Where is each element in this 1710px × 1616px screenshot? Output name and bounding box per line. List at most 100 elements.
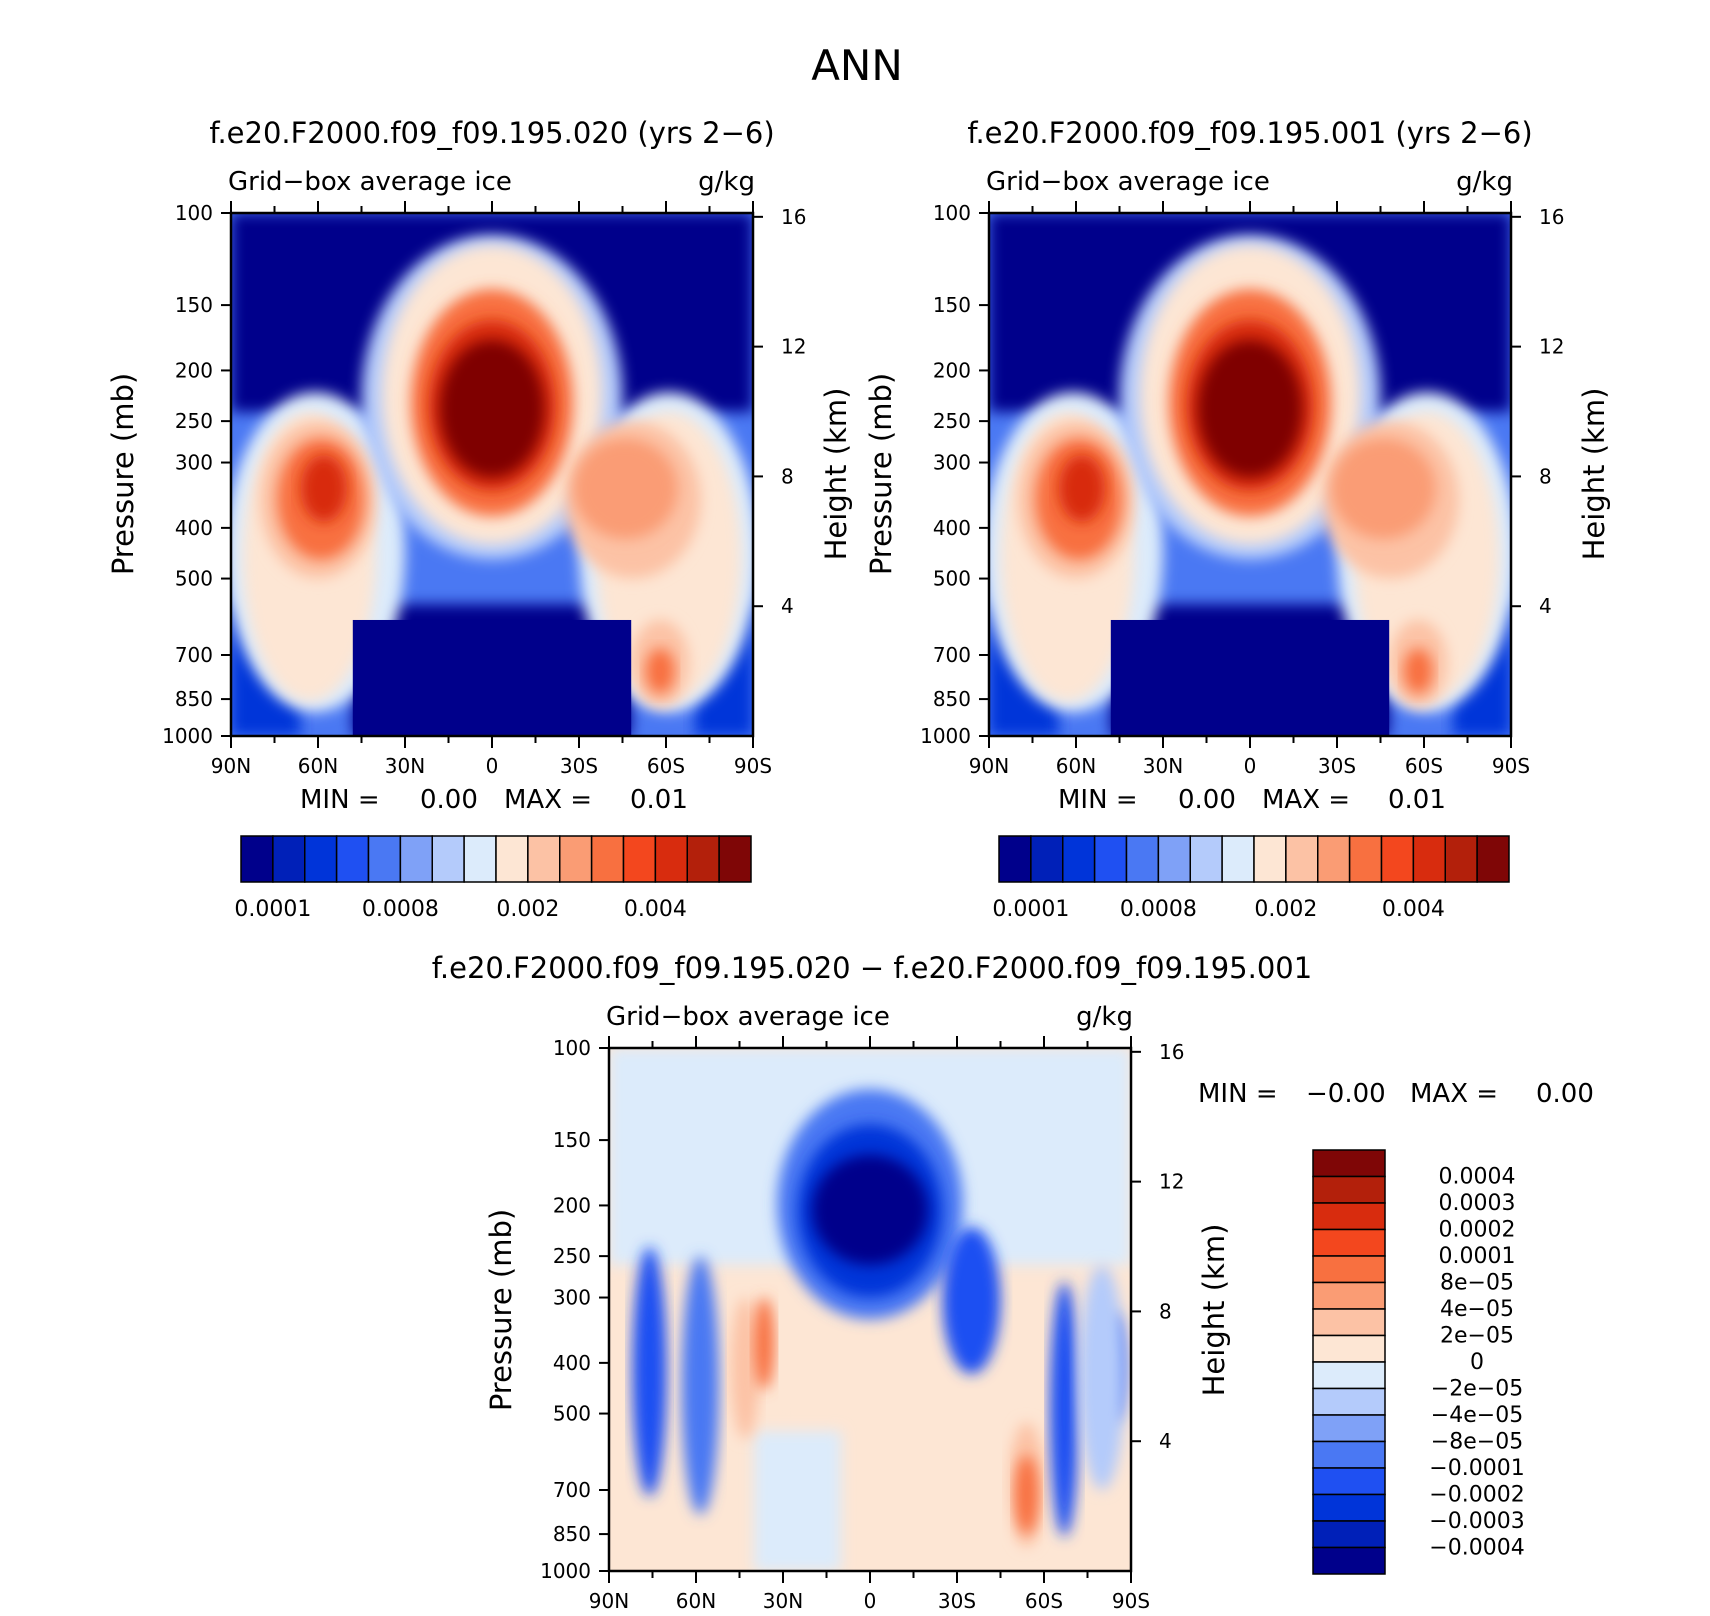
colorbar-swatch (1253, 835, 1287, 883)
pressure-tick-label: 250 (175, 409, 213, 433)
height-tick-label: 12 (1539, 335, 1564, 359)
colorbar-swatch (495, 835, 529, 883)
colorbar-label: −0.0003 (1429, 1509, 1524, 1534)
colorbar-label: 0.002 (1254, 897, 1317, 922)
panel-2-subtitle-right: g/kg (1456, 167, 1513, 197)
panel-1-subtitle-left: Grid−box average ice (228, 167, 512, 197)
panel-1-axes: 100 150 200 250 300 400 500 700 850 1000 90N 60N 30N… (162, 201, 806, 778)
colorbar-label: 0.0008 (1120, 897, 1197, 922)
pressure-tick-label: 850 (933, 687, 971, 711)
colorbar-swatch (1312, 1175, 1386, 1204)
height-tick-label: 4 (781, 594, 794, 618)
pressure-tick-label: 1000 (920, 724, 971, 748)
panel-3-max-value: 0.00 (1536, 1079, 1594, 1109)
height-tick-label: 4 (1159, 1429, 1172, 1453)
colorbar-swatch (1312, 1255, 1386, 1284)
panel-3-min-label: MIN = (1198, 1079, 1278, 1109)
panel-2-colorbar: 0.0001 0.0008 0.002 0.004 (992, 835, 1510, 922)
latitude-tick-label: 30N (1143, 754, 1183, 778)
pressure-tick-label: 400 (175, 516, 213, 540)
colorbar-swatch (399, 835, 433, 883)
colorbar-swatch (1157, 835, 1191, 883)
panel-1-colorbar: 0.0001 0.0008 0.002 0.004 (234, 835, 752, 922)
colorbar-swatch (1312, 1520, 1386, 1549)
contour-band (1078, 1265, 1126, 1490)
panel-2-min-value: 0.00 (1178, 785, 1236, 815)
colorbar-swatch (654, 835, 688, 883)
colorbar-swatch (304, 835, 338, 883)
latitude-tick-label: 60S (647, 754, 685, 778)
pressure-tick-label: 400 (933, 516, 971, 540)
panel-2-title: f.e20.F2000.f09_f09.195.001 (yrs 2−6) (967, 116, 1532, 150)
latitude-tick-label: 90N (589, 1589, 629, 1613)
latitude-tick-label: 90S (1492, 754, 1530, 778)
pressure-tick-label: 700 (933, 643, 971, 667)
colorbar-label: 0.0003 (1439, 1191, 1516, 1216)
panel-1-ylabel: Pressure (mb) (106, 373, 140, 575)
panel-1-max-value: 0.01 (630, 785, 688, 815)
colorbar-swatch (431, 835, 465, 883)
contour-band (942, 1227, 1001, 1374)
latitude-tick-label: 0 (1244, 754, 1257, 778)
panel-3-subtitle-right: g/kg (1076, 1002, 1133, 1032)
colorbar-swatch (1221, 835, 1255, 883)
panel-2: f.e20.F2000.f09_f09.195.001 (yrs 2−6) Gr… (864, 116, 1611, 922)
contour-band (730, 1297, 760, 1440)
panel-2-max-label: MAX = (1262, 785, 1350, 815)
colorbar-swatch (1312, 1228, 1386, 1257)
contour-band (573, 438, 678, 539)
panel-2-subtitle-left: Grid−box average ice (986, 167, 1270, 197)
colorbar-swatch (1093, 835, 1128, 883)
colorbar-label: 0 (1470, 1350, 1484, 1375)
latitude-tick-label: 60N (676, 1589, 716, 1613)
latitude-tick-label: 0 (486, 754, 499, 778)
latitude-tick-label: 30N (385, 754, 425, 778)
colorbar-swatch (1312, 1308, 1386, 1337)
contour-band (754, 1431, 841, 1571)
colorbar-swatch (1189, 835, 1223, 883)
latitude-tick-label: 60S (1025, 1589, 1063, 1613)
colorbar-swatch (1412, 835, 1446, 883)
panel-3-field (609, 1048, 1131, 1571)
pressure-tick-label: 200 (553, 1193, 591, 1217)
pressure-tick-label: 200 (933, 358, 971, 382)
latitude-tick-label: 30S (560, 754, 598, 778)
panel-1-title: f.e20.F2000.f09_f09.195.020 (yrs 2−6) (209, 116, 774, 150)
height-tick-label: 16 (1539, 205, 1564, 229)
latitude-tick-label: 30S (1318, 754, 1356, 778)
panel-1-field (231, 213, 753, 736)
colorbar-label: −0.0001 (1429, 1456, 1524, 1481)
latitude-tick-label: 60N (298, 754, 338, 778)
panel-3-axes: 100 150 200 250 300 400 500 700 850 1000 90N 60N 30N… (540, 1036, 1184, 1613)
contour-band (645, 648, 675, 694)
contour-band (1403, 648, 1433, 694)
panel-1-min-value: 0.00 (420, 785, 478, 815)
height-tick-label: 8 (781, 464, 794, 488)
pressure-tick-label: 500 (175, 567, 213, 591)
latitude-tick-label: 90N (211, 754, 251, 778)
contour-band (352, 619, 632, 736)
contour-band (1197, 340, 1303, 478)
colorbar-swatch (1312, 1493, 1386, 1522)
pressure-tick-label: 300 (933, 451, 971, 475)
colorbar-swatch (463, 835, 497, 883)
panel-2-axes: 100 150 200 250 300 400 500 700 850 1000 90N 60N 30N… (920, 201, 1564, 778)
colorbar-swatch (686, 835, 720, 883)
pressure-tick-label: 500 (933, 567, 971, 591)
pressure-tick-label: 150 (175, 293, 213, 317)
colorbar-swatch (1380, 835, 1415, 883)
panel-3-colorbar: 0.00040.00030.00020.00018e−054e−052e−050… (1312, 1149, 1525, 1575)
colorbar-swatch (1312, 1361, 1386, 1390)
colorbar-swatch (367, 835, 402, 883)
colorbar-swatch (1312, 1467, 1386, 1496)
panel-3-minmax: MIN = −0.00 MAX = 0.00 (1198, 1079, 1594, 1109)
contour-band (1331, 438, 1436, 539)
pressure-tick-label: 100 (933, 201, 971, 225)
panel-2-ylabel: Pressure (mb) (864, 373, 898, 575)
colorbar-swatch (1030, 835, 1064, 883)
colorbar-swatch (1476, 835, 1510, 883)
colorbar-swatch (1312, 1440, 1386, 1469)
colorbar-label: 0.0001 (1439, 1244, 1516, 1269)
panel-3-subtitle-left: Grid−box average ice (606, 1002, 890, 1032)
